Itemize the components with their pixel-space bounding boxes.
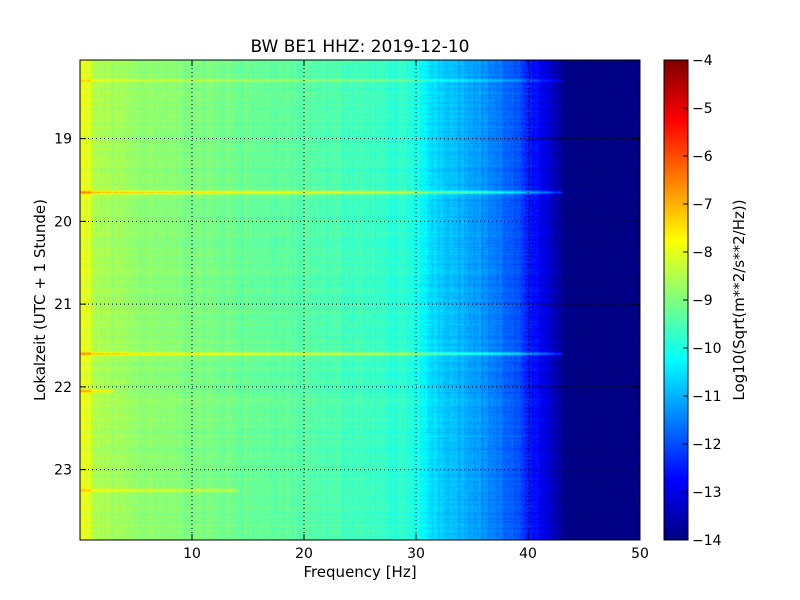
colorbar-tick-label: −10 [692,341,722,357]
y-axis-label: Lokalzeit (UTC + 1 Stunde) [31,199,49,401]
colorbar-tick-label: −12 [692,437,722,453]
y-axis: 19 20 21 22 23 [54,132,640,479]
colorbar-ticks: −4 −5 −6 −7 −8 −9 −10 −11 −12 −13 −14 [683,53,722,549]
colorbar-tick-label: −4 [692,53,713,69]
y-tick-label: 21 [54,297,72,313]
x-tick-label: 10 [183,546,201,562]
colorbar-label: Log10(Sqrt(m**2/s**2/Hz)) [730,199,748,400]
colorbar-tick-label: −7 [692,197,713,213]
y-tick-label: 19 [54,132,72,148]
x-axis: 10 20 30 40 50 [183,60,649,562]
colorbar-tick-label: −5 [692,101,713,117]
y-tick-label: 23 [54,463,72,479]
colorbar-tick-label: −8 [692,245,713,261]
spectrogram-heatmap [80,60,640,540]
colorbar-tick-label: −13 [692,485,722,501]
y-tick-label: 22 [54,380,72,396]
colorbar-tick-label: −11 [692,389,722,405]
grid-lines [80,60,640,540]
x-axis-label: Frequency [Hz] [303,563,416,581]
chart-title: BW BE1 HHZ: 2019-12-10 [250,37,469,57]
x-tick-label: 20 [295,546,313,562]
colorbar-tick-label: −9 [692,293,713,309]
x-tick-label: 30 [407,546,425,562]
x-tick-label: 50 [631,546,649,562]
plot-area [79,59,641,541]
x-tick-label: 40 [519,546,537,562]
colorbar-tick-label: −6 [692,149,713,165]
plot-frame [79,59,641,541]
colorbar-tick-label: −14 [692,533,722,549]
y-tick-label: 20 [54,214,72,230]
colorbar: −4 −5 −6 −7 −8 −9 −10 −11 −12 −13 −14 Log10(Sqrt(m… [663,53,748,549]
